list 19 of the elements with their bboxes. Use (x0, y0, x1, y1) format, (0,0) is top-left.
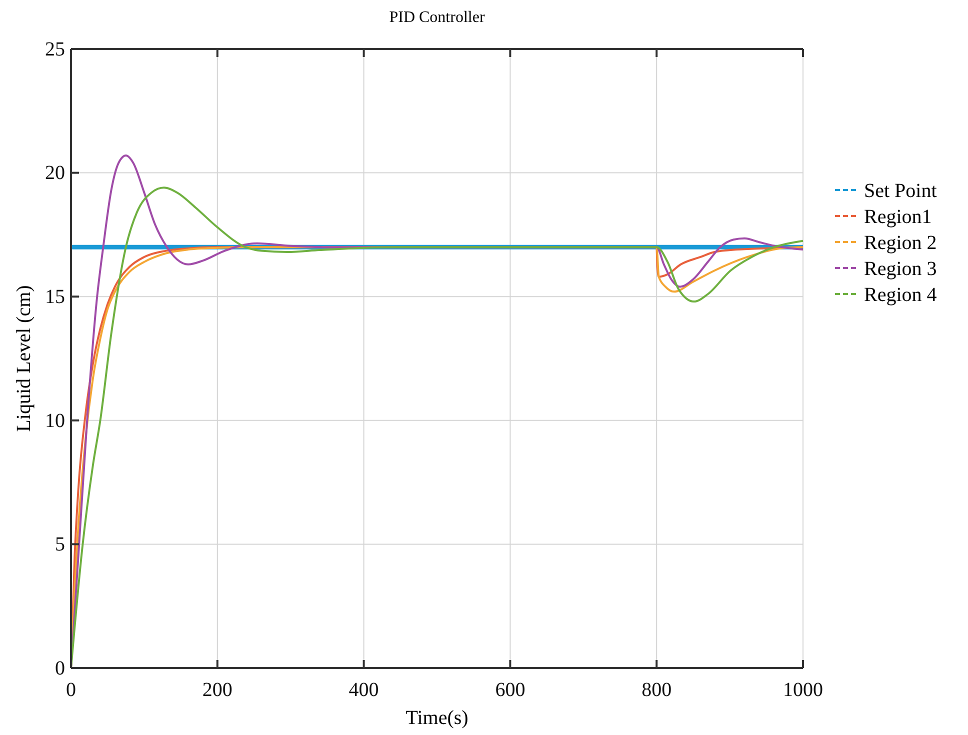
legend-label: Set Point (864, 180, 938, 202)
x-tick-label: 400 (348, 679, 379, 702)
y-tick-label: 5 (55, 534, 65, 556)
chart-title: PID Controller (389, 9, 486, 26)
y-tick-label: 20 (45, 162, 65, 184)
y-axis-title: Liquid Level (cm) (13, 285, 35, 432)
y-tick-label: 10 (45, 410, 65, 432)
x-tick-label: 800 (642, 679, 672, 702)
legend-label: Region 4 (864, 284, 937, 306)
x-axis-title: Time(s) (406, 707, 468, 729)
legend-label: Region1 (864, 206, 932, 228)
legend-label: Region 2 (864, 232, 937, 254)
y-tick-label: 15 (45, 286, 65, 308)
y-tick-label: 0 (55, 657, 65, 680)
y-tick-label: 25 (45, 38, 65, 60)
x-tick-label: 1000 (783, 679, 823, 702)
x-tick-label: 200 (202, 679, 232, 702)
legend-label: Region 3 (864, 258, 937, 280)
x-tick-label: 600 (495, 679, 526, 702)
